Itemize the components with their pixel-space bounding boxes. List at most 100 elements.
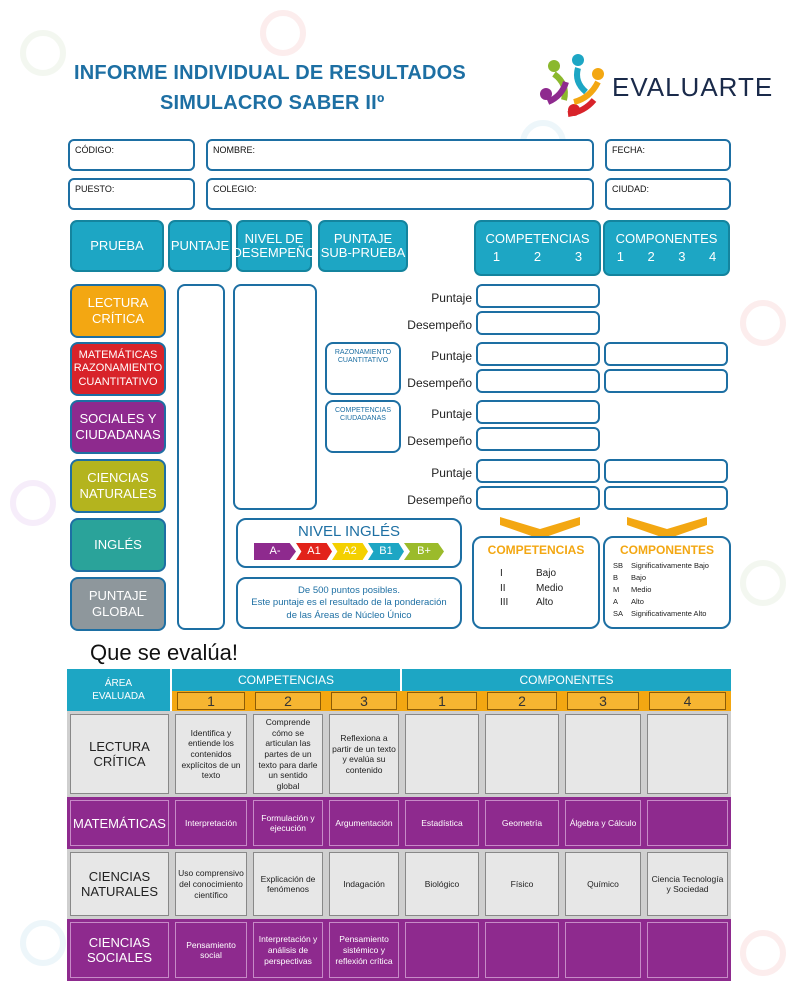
- ciencias-componentes-desempeno[interactable]: [604, 486, 728, 510]
- sub-box-label: CIUDADANAS: [340, 414, 386, 422]
- codigo-field[interactable]: CÓDIGO:: [68, 139, 195, 171]
- area-label: CUANTITATIVO: [78, 375, 158, 388]
- table-cell: Uso comprensivo del conocimiento científ…: [175, 852, 247, 917]
- legend-item: II Medio: [500, 582, 598, 597]
- legend-key: B: [613, 573, 619, 582]
- table-cell: Interpretación y análisis de perspectiva…: [253, 922, 323, 979]
- column-number-label: 1: [406, 692, 478, 710]
- legend-competencias: COMPETENCIAS I Bajo II Medio III Alto: [472, 536, 600, 629]
- puntaje-label: Puntaje: [431, 407, 472, 421]
- nivel-ingles-title: NIVEL INGLÉS: [298, 523, 400, 540]
- note-line: Este puntaje es el resultado de la ponde…: [251, 597, 447, 609]
- competencias-numbers: 1 2 3: [476, 250, 599, 264]
- componentes-chevron-icon: [627, 517, 707, 539]
- nivel-ingles-level: B+: [404, 543, 444, 560]
- compo-num: 4: [709, 249, 717, 264]
- nivel-ingles-scale: A- A1 A2 B1 B+: [238, 543, 460, 560]
- nivel-desempeno-column[interactable]: [233, 284, 317, 510]
- column-number-label: 2: [254, 692, 322, 710]
- header-nivel: NIVEL DE DESEMPEÑO: [232, 220, 316, 272]
- table-cell: Formulación y ejecución: [253, 800, 323, 847]
- lectura-competencias-puntaje[interactable]: [476, 284, 600, 308]
- ciencias-competencias-puntaje[interactable]: [476, 459, 600, 483]
- table-cell: Interpretación: [175, 800, 247, 847]
- sub-box-label: COMPETENCIAS: [334, 407, 391, 414]
- header-componentes: COMPONENTES 1 2 3 4: [603, 220, 730, 276]
- table-cell: [565, 714, 641, 795]
- area-evaluada-line: EVALUADA: [92, 691, 145, 702]
- nivel-ingles-level: B1: [368, 543, 404, 560]
- table-row: CIENCIAS NATURALES Uso comprensivo del co…: [67, 849, 731, 920]
- table-cell: Explicación de fenómenos: [253, 852, 323, 917]
- legend-value: Alto: [536, 597, 554, 608]
- razonamiento-cuantitativo-box[interactable]: RAZONAMIENTO CUANTITATIVO: [325, 342, 401, 395]
- matematicas-competencias-puntaje[interactable]: [476, 342, 600, 366]
- ciencias-competencias-desempeno[interactable]: [476, 486, 600, 510]
- competencias-ciudadanas-box[interactable]: COMPETENCIAS CIUDADANAS: [325, 400, 401, 453]
- matematicas-componentes-puntaje[interactable]: [604, 342, 728, 366]
- row-area: LECTURA CRÍTICA: [70, 714, 169, 795]
- sociales-competencias-puntaje[interactable]: [476, 400, 600, 424]
- nombre-field[interactable]: NOMBRE:: [206, 139, 594, 171]
- puntaje-column[interactable]: [177, 284, 225, 630]
- row-area-line: CIENCIAS: [88, 868, 151, 884]
- header-sub-line2: SUB-PRUEBA: [320, 245, 406, 260]
- matematicas-componentes-desempeno[interactable]: [604, 369, 728, 393]
- comp-num: 2: [533, 249, 542, 264]
- table-cell: [405, 714, 479, 795]
- table-cell: Argumentación: [329, 800, 399, 847]
- legend-value: Medio: [631, 585, 652, 594]
- column-number-label: 4: [649, 692, 726, 710]
- table-cell: [565, 922, 641, 979]
- table-row: CIENCIAS SOCIALES Pensamiento social Inte…: [67, 919, 731, 982]
- header-nivel-line2: DESEMPEÑO: [232, 245, 316, 260]
- table-row: LECTURA CRÍTICA Identifica y entiende los…: [67, 711, 731, 798]
- sociales-competencias-desempeno[interactable]: [476, 427, 600, 451]
- area-sociales: SOCIALES Y CIUDADANAS: [70, 400, 166, 454]
- table-row: MATEMÁTICAS Interpretación Formulación y…: [67, 797, 731, 850]
- header-competencias: COMPETENCIAS 1 2 3: [474, 220, 601, 276]
- table-cell: Indagación: [329, 852, 399, 917]
- area-label: CIUDADANAS: [75, 427, 161, 442]
- legend-value: Alto: [631, 597, 644, 606]
- note-line: De 500 puntos posibles.: [298, 585, 400, 596]
- puntaje-global-note: De 500 puntos posibles. Este puntaje es …: [236, 577, 462, 629]
- legend-value: Significativamente Alto: [631, 609, 707, 618]
- legend-key: III: [500, 597, 509, 608]
- table-cell: Comprende cómo se articulan las partes d…: [253, 714, 323, 795]
- legend-item: A Alto: [613, 596, 729, 608]
- column-number: 1: [402, 691, 482, 711]
- ciudad-field[interactable]: CIUDAD:: [605, 178, 731, 210]
- column-number-label: 3: [330, 692, 398, 710]
- area-label: MATEMÁTICAS: [78, 349, 158, 362]
- area-evaluada-header: ÁREA EVALUADA: [67, 669, 172, 711]
- header-nivel-line1: NIVEL DE: [244, 231, 304, 247]
- table-cell: Pensamiento social: [175, 922, 247, 979]
- column-number: 1: [172, 691, 250, 711]
- comp-num: 1: [492, 249, 501, 264]
- componentes-numbers: 1 2 3 4: [605, 250, 728, 264]
- table-cell: Álgebra y Cálculo: [565, 800, 641, 847]
- sub-box-label: RAZONAMIENTO: [334, 349, 392, 356]
- area-ingles: INGLÉS: [70, 518, 166, 572]
- table-cell: [485, 714, 559, 795]
- area-puntaje-global: PUNTAJE GLOBAL: [70, 577, 166, 631]
- row-area-line: CRÍTICA: [93, 754, 146, 770]
- comp-num: 3: [574, 249, 583, 264]
- fecha-field[interactable]: FECHA:: [605, 139, 731, 171]
- matematicas-competencias-desempeno[interactable]: [476, 369, 600, 393]
- colegio-field[interactable]: COLEGIO:: [206, 178, 594, 210]
- table-cell: [405, 922, 479, 979]
- column-number-label: 3: [566, 692, 640, 710]
- legend-componentes-items: SB Significativamente Bajo B Bajo M Medio A…: [613, 560, 729, 620]
- ciencias-componentes-puntaje[interactable]: [604, 459, 728, 483]
- nivel-ingles-level: A1: [296, 543, 332, 560]
- table-cell: Físico: [485, 852, 559, 917]
- area-label: LECTURA: [87, 295, 149, 311]
- desempeno-label: Desempeño: [407, 376, 472, 390]
- area-evaluada-line: ÁREA: [104, 678, 133, 689]
- lectura-competencias-desempeno[interactable]: [476, 311, 600, 335]
- column-number: 4: [644, 691, 731, 711]
- sub-box-label: CUANTITATIVO: [337, 356, 389, 364]
- puesto-field[interactable]: PUESTO:: [68, 178, 195, 210]
